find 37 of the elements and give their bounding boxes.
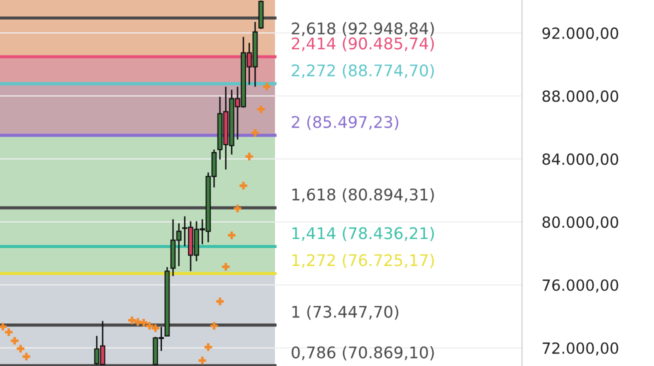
y-tick-label: 72.000,00 <box>542 342 618 356</box>
ref-line-label: 0,786 (70.869,10) <box>292 346 434 360</box>
point <box>228 231 236 240</box>
point <box>198 356 206 364</box>
point <box>146 322 154 330</box>
ref-line-label: 2,414 (90.485,74) <box>292 37 434 52</box>
y-tick-label: 88.000,00 <box>542 90 618 104</box>
point <box>10 337 18 345</box>
point <box>22 352 30 360</box>
point <box>240 182 248 190</box>
ref-line-label: 1,272 (76.725,17) <box>292 254 434 268</box>
ref-line-label: 1,414 (78.436,21) <box>292 226 434 242</box>
point <box>204 343 212 351</box>
point <box>245 152 254 160</box>
ref-line-label: 2,272 (88.774,70) <box>292 64 434 78</box>
point <box>152 324 160 332</box>
point <box>4 328 13 336</box>
ref-line-label: 1 (73.447,70) <box>292 305 398 320</box>
point <box>0 322 7 330</box>
point <box>16 344 24 352</box>
point <box>134 318 142 326</box>
point <box>128 316 136 324</box>
point <box>216 298 224 306</box>
point <box>234 204 242 212</box>
ref-line-label: 2 (85.497,23) <box>292 116 398 130</box>
point <box>257 105 265 114</box>
point <box>263 82 271 90</box>
ref-line-label: 2,618 (92.948,84) <box>292 22 434 36</box>
y-tick-label: 92.000,00 <box>542 27 618 40</box>
point <box>222 262 230 271</box>
y-tick-label: 80.000,00 <box>542 216 618 230</box>
y-tick-label: 76.000,00 <box>542 279 618 292</box>
point <box>210 322 218 330</box>
point <box>140 318 148 326</box>
y-tick-label: 84.000,00 <box>542 153 618 166</box>
point <box>251 129 259 137</box>
ref-line-label: 1,618 (80.894,31) <box>292 188 434 202</box>
